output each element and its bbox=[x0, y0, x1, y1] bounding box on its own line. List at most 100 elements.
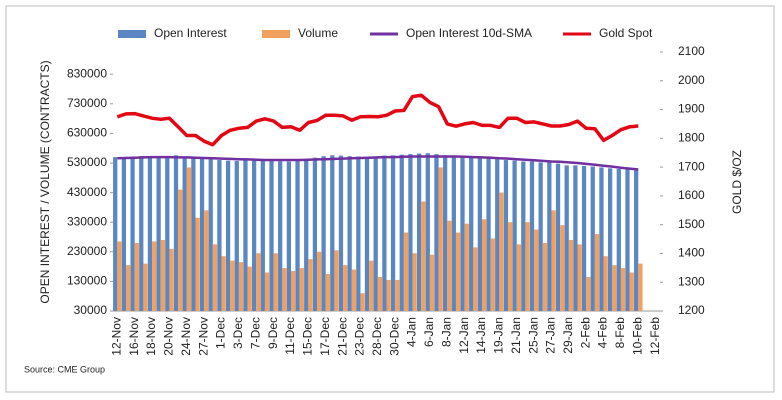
bar bbox=[199, 158, 205, 311]
bar bbox=[568, 239, 574, 311]
bar bbox=[416, 153, 422, 311]
bar bbox=[338, 155, 344, 311]
source-note: Source: CME Group bbox=[24, 364, 105, 374]
x-tick-label: 12-Feb bbox=[648, 317, 662, 355]
x-tick-label: 11-Dec bbox=[283, 317, 297, 355]
bar bbox=[247, 266, 252, 311]
bar bbox=[139, 156, 144, 311]
x-tick-label: 14-Jan bbox=[474, 317, 488, 354]
bar bbox=[395, 279, 400, 311]
bar bbox=[425, 153, 430, 311]
legend-label: Open Interest 10d-SMA bbox=[406, 26, 532, 40]
bar bbox=[147, 156, 153, 311]
y-tick-label: 130000 bbox=[67, 274, 107, 288]
bar bbox=[620, 268, 626, 311]
bar bbox=[455, 232, 461, 311]
bar bbox=[304, 160, 309, 311]
x-tick-label: 21-Jan bbox=[509, 317, 523, 354]
y2-axis-title: GOLD $/OZ bbox=[730, 150, 744, 214]
bar bbox=[482, 219, 487, 311]
y-tick-label: 30000 bbox=[74, 303, 108, 317]
bar bbox=[126, 265, 131, 311]
x-tick-label: 3-Dec bbox=[231, 317, 245, 349]
y2-tick-label: 1900 bbox=[678, 102, 705, 116]
bar bbox=[260, 160, 265, 311]
bar bbox=[616, 168, 621, 311]
bar bbox=[634, 170, 639, 311]
bar bbox=[182, 156, 187, 311]
legend-label: Open Interest bbox=[154, 26, 227, 40]
y2-tick-label: 1800 bbox=[678, 131, 705, 145]
bar bbox=[252, 159, 257, 311]
bar bbox=[225, 160, 231, 311]
bar bbox=[581, 165, 587, 311]
bar bbox=[317, 251, 322, 311]
bar bbox=[377, 276, 383, 311]
bar bbox=[312, 157, 318, 311]
bar bbox=[334, 250, 339, 311]
y-tick-label: 430000 bbox=[67, 185, 107, 199]
bar bbox=[347, 156, 352, 311]
x-tick-label: 24-Nov bbox=[179, 317, 193, 356]
y2-tick-label: 2000 bbox=[678, 73, 705, 87]
bar bbox=[547, 162, 552, 311]
x-tick-label: 19-Jan bbox=[492, 317, 506, 354]
bar bbox=[269, 160, 274, 311]
x-tick-label: 12-Jan bbox=[457, 317, 471, 354]
bar bbox=[460, 156, 465, 311]
bar bbox=[529, 161, 535, 311]
bar bbox=[564, 165, 569, 311]
bar bbox=[186, 167, 192, 311]
bar bbox=[421, 201, 426, 311]
bar bbox=[360, 293, 365, 311]
bar bbox=[212, 244, 218, 311]
y2-tick-label: 1600 bbox=[678, 188, 705, 202]
bar bbox=[243, 160, 248, 311]
bar bbox=[599, 167, 604, 311]
bar bbox=[382, 155, 387, 311]
bar bbox=[221, 256, 226, 311]
bar bbox=[399, 154, 404, 311]
bar bbox=[117, 241, 122, 311]
bar bbox=[607, 168, 613, 311]
bar bbox=[343, 265, 348, 311]
bar bbox=[508, 222, 513, 311]
bar bbox=[429, 254, 435, 311]
x-tick-label: 8-Jan bbox=[439, 317, 453, 347]
y2-tick-label: 1500 bbox=[678, 217, 705, 231]
bar bbox=[278, 161, 283, 311]
bar bbox=[195, 217, 200, 311]
bar bbox=[152, 241, 157, 311]
bar bbox=[208, 159, 213, 311]
bar bbox=[551, 210, 556, 311]
bar bbox=[629, 272, 634, 311]
bar bbox=[586, 276, 591, 311]
bar bbox=[638, 263, 643, 311]
x-tick-label: 8-Feb bbox=[613, 317, 627, 349]
bar bbox=[512, 160, 517, 311]
y-tick-label: 530000 bbox=[67, 155, 107, 169]
x-tick-label: 25-Jan bbox=[526, 317, 540, 354]
bar bbox=[264, 272, 270, 311]
bar bbox=[464, 223, 469, 311]
bar bbox=[121, 157, 127, 311]
y2-tick-label: 1700 bbox=[678, 159, 705, 173]
x-tick-label: 12-Nov bbox=[110, 317, 124, 356]
bar bbox=[434, 154, 439, 311]
bar bbox=[503, 160, 509, 311]
y-tick-label: 630000 bbox=[67, 126, 107, 140]
bar bbox=[160, 239, 166, 311]
bar bbox=[191, 157, 196, 311]
bar bbox=[351, 269, 357, 311]
legend-swatch bbox=[118, 30, 146, 38]
bar bbox=[486, 158, 491, 311]
x-tick-label: 20-Nov bbox=[162, 317, 176, 356]
x-tick-label: 16-Nov bbox=[127, 317, 141, 356]
bar bbox=[403, 232, 409, 311]
bar bbox=[612, 265, 617, 311]
x-tick-label: 28-Dec bbox=[370, 317, 384, 356]
bar bbox=[299, 268, 304, 311]
bar bbox=[217, 160, 222, 311]
bar bbox=[542, 242, 548, 311]
